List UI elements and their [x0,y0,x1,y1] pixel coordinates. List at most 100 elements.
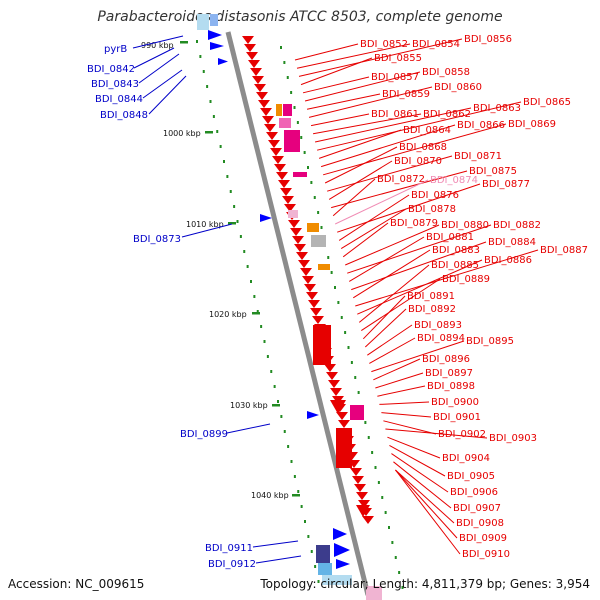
gene-label[interactable]: BDI_0862 [423,109,471,120]
gene-label[interactable]: BDI_0868 [399,142,447,153]
gene-block [307,223,319,232]
minor-tick [229,190,232,193]
gene-label[interactable]: BDI_0877 [482,179,530,190]
gene-label[interactable]: BDI_0906 [450,487,498,498]
gene-label[interactable]: BDI_0885 [431,260,479,271]
leader-line [347,224,492,274]
gene-label[interactable]: BDI_0871 [454,151,502,162]
gene-block [313,325,331,365]
forward-gene-arrow [280,188,292,196]
gene-label[interactable]: BDI_0891 [407,291,455,302]
gene-label[interactable]: BDI_0882 [493,220,541,231]
gene-label[interactable]: BDI_0875 [469,166,517,177]
minor-tick [296,121,299,124]
gene-label[interactable]: BDI_0857 [371,72,419,83]
leader-line [300,57,373,86]
minor-tick [300,505,303,508]
gene-label[interactable]: BDI_0898 [427,381,475,392]
gene-label[interactable]: BDI_0843 [91,79,139,90]
leader-line [357,259,483,315]
forward-gene-arrow [270,148,282,156]
gene-label[interactable]: BDI_0866 [457,120,505,131]
genome-backbone [225,31,371,596]
gene-label[interactable]: BDI_0910 [462,549,510,560]
forward-gene-arrow [250,68,262,76]
gene-label[interactable]: BDI_0874 [430,175,478,186]
gene-label[interactable]: BDI_0880 [441,220,489,231]
gene-label[interactable]: pyrB [104,44,127,55]
minor-tick [209,100,212,103]
gene-label[interactable]: BDI_0855 [374,53,422,64]
leader-line [345,224,440,266]
gene-label[interactable]: BDI_0864 [403,125,451,136]
leader-line [391,453,449,493]
gene-label[interactable]: BDI_0887 [540,245,588,256]
gene-label[interactable]: BDI_0844 [95,94,143,105]
gene-label[interactable]: BDI_0912 [208,559,256,570]
gene-label[interactable]: BDI_0856 [464,34,512,45]
forward-gene-arrow [330,400,346,414]
minor-tick [300,136,303,139]
gene-label[interactable]: BDI_0893 [414,320,462,331]
minor-tick [304,520,306,523]
minor-tick [253,295,256,298]
leader-line [133,47,175,69]
gene-label[interactable]: BDI_0909 [459,533,507,544]
leader-line [298,38,463,77]
leader-line [334,179,429,225]
gene-label[interactable]: BDI_0903 [489,433,537,444]
gene-label[interactable]: BDI_0883 [432,245,480,256]
leader-line [395,469,458,539]
leader-line [306,93,381,110]
gene-label[interactable]: BDI_0900 [431,397,479,408]
forward-gene-arrow [356,505,370,517]
gene-label[interactable]: BDI_0859 [382,89,430,100]
gene-label[interactable]: BDI_0869 [508,119,556,130]
gene-label[interactable]: BDI_0904 [442,453,490,464]
gene-label[interactable]: BDI_0905 [447,471,495,482]
major-tick [228,222,236,225]
gene-label[interactable]: BDI_0889 [442,274,490,285]
gene-label[interactable]: BDI_0894 [417,333,465,344]
forward-gene-arrow [258,100,270,108]
gene-label[interactable]: BDI_0884 [488,237,536,248]
gene-label[interactable]: BDI_0908 [456,518,504,529]
forward-gene-leaders [294,38,539,555]
gene-label[interactable]: BDI_0854 [412,39,460,50]
gene-label[interactable]: BDI_0860 [434,82,482,93]
gene-label[interactable]: BDI_0907 [453,503,501,514]
gene-label[interactable]: BDI_0897 [425,368,473,379]
gene-label[interactable]: BDI_0852 [360,39,408,50]
gene-label[interactable]: BDI_0878 [408,204,456,215]
gene-label[interactable]: BDI_0895 [466,336,514,347]
minor-tick [354,376,357,379]
gene-label[interactable]: BDI_0881 [426,232,474,243]
minor-tick [327,256,330,259]
gene-label[interactable]: BDI_0892 [408,304,456,315]
gene-label[interactable]: BDI_0886 [484,255,532,266]
gene-label[interactable]: BDI_0870 [394,156,442,167]
gene-label[interactable]: BDI_0848 [100,110,148,121]
minor-tick [243,250,246,253]
gene-label[interactable]: BDI_0873 [133,234,181,245]
gene-label[interactable]: BDI_0899 [180,429,228,440]
gene-label[interactable]: BDI_0876 [411,190,459,201]
gene-label[interactable]: BDI_0842 [87,64,135,75]
gene-label[interactable]: BDI_0863 [473,103,521,114]
forward-gene-arrow [354,484,366,492]
forward-gene-arrow [324,364,336,372]
gene-label[interactable]: BDI_0879 [390,218,438,229]
gene-label[interactable]: BDI_0901 [433,412,481,423]
minor-tick [287,445,290,448]
gene-label[interactable]: BDI_0858 [422,67,470,78]
leader-line [362,295,406,340]
gene-label[interactable]: BDI_0865 [523,97,571,108]
gene-label[interactable]: BDI_0861 [371,109,419,120]
gene-label[interactable]: BDI_0911 [205,543,253,554]
gene-label[interactable]: BDI_0896 [422,354,470,365]
gene-label[interactable]: BDI_0902 [438,429,486,440]
reverse-gene-arrow [333,528,347,540]
gene-label[interactable]: BDI_0872 [377,174,425,185]
leader-line [332,178,376,217]
minor-tick [280,46,282,49]
